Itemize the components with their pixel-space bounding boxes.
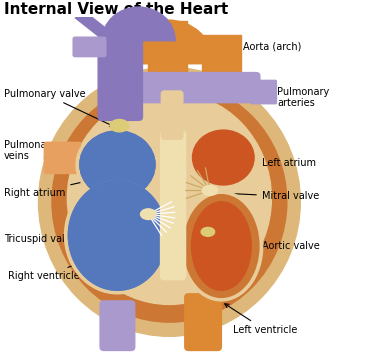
Ellipse shape [64,177,170,294]
Ellipse shape [69,181,166,290]
Ellipse shape [189,126,258,188]
Ellipse shape [69,181,166,290]
Ellipse shape [192,130,254,185]
Ellipse shape [52,81,287,322]
Ellipse shape [202,185,218,195]
Text: Pulmonary
arteries: Pulmonary arteries [252,86,330,108]
Polygon shape [75,18,119,39]
Ellipse shape [80,131,155,198]
Polygon shape [139,18,166,39]
Ellipse shape [141,209,156,219]
FancyBboxPatch shape [161,91,183,139]
FancyBboxPatch shape [73,37,106,57]
Text: Aorta (arch): Aorta (arch) [179,41,301,56]
Ellipse shape [38,67,300,336]
FancyBboxPatch shape [251,80,276,93]
Ellipse shape [180,191,263,301]
FancyBboxPatch shape [44,156,81,173]
Ellipse shape [201,228,215,236]
FancyBboxPatch shape [185,294,221,350]
Wedge shape [102,7,175,41]
Ellipse shape [110,120,129,132]
FancyBboxPatch shape [98,35,142,120]
Ellipse shape [76,127,159,202]
FancyBboxPatch shape [133,73,260,103]
Text: Internal View of the Heart: Internal View of the Heart [4,2,228,17]
Text: Tricuspid valve: Tricuspid valve [4,217,142,244]
Text: Left atrium: Left atrium [229,158,316,168]
Ellipse shape [184,195,259,297]
Text: Right atrium: Right atrium [4,174,114,198]
Text: Left ventricle: Left ventricle [225,304,297,335]
Ellipse shape [80,131,155,198]
FancyBboxPatch shape [100,301,135,350]
Text: Aortic valve: Aortic valve [225,236,320,251]
Wedge shape [133,32,202,64]
Ellipse shape [67,92,271,304]
Text: Mitral valve: Mitral valve [221,192,319,201]
FancyBboxPatch shape [44,142,81,159]
Bar [202,35,241,99]
FancyBboxPatch shape [251,93,276,104]
Text: Pulmonary valve: Pulmonary valve [4,89,114,126]
Text: Right ventricle: Right ventricle [8,250,114,281]
Text: Pulmonary
veins: Pulmonary veins [4,139,79,165]
Bar [148,21,187,99]
Ellipse shape [191,202,251,290]
FancyBboxPatch shape [161,131,186,280]
